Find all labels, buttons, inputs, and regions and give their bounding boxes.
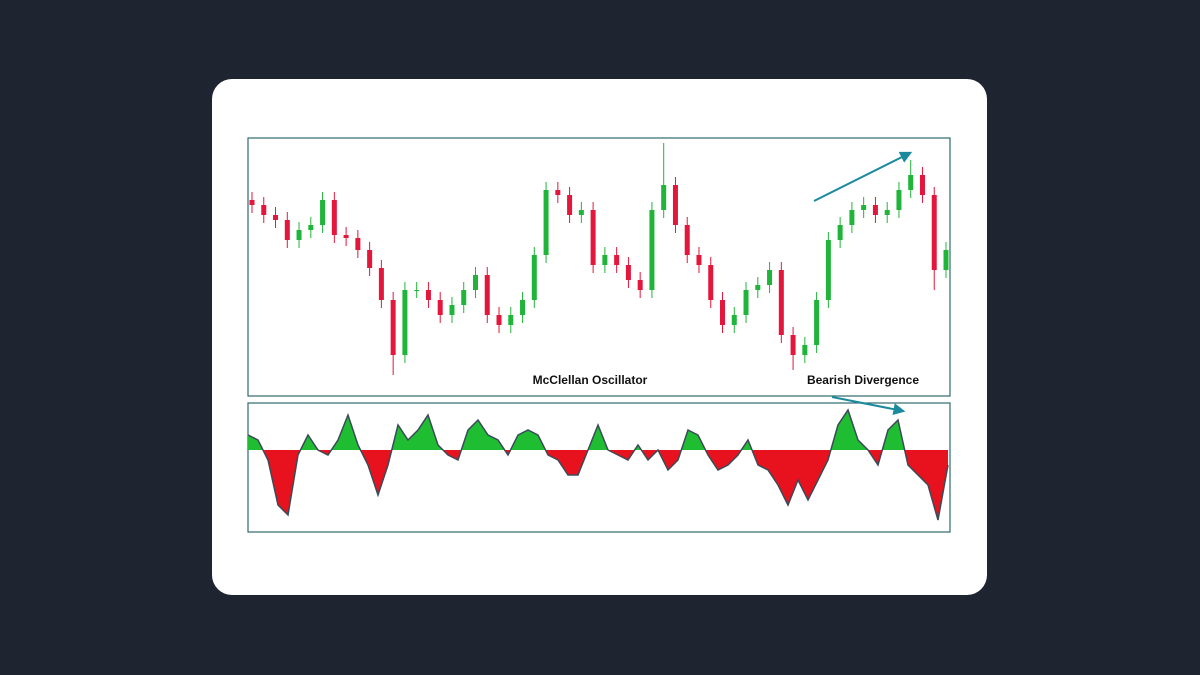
- candle-body: [590, 210, 596, 265]
- candle-body: [849, 210, 855, 225]
- candle-body: [908, 175, 914, 190]
- candles: [249, 143, 949, 375]
- candle-body: [884, 210, 890, 215]
- candle-body: [261, 205, 267, 215]
- candle-body: [649, 210, 655, 290]
- candle-body: [461, 290, 467, 305]
- candle-body: [755, 285, 761, 290]
- candle-body: [825, 240, 831, 300]
- annotation: Bearish Divergence: [807, 373, 919, 387]
- candle-body: [425, 290, 431, 300]
- candle-body: [296, 230, 302, 240]
- candle-body: [273, 215, 279, 220]
- candle-body: [414, 290, 420, 291]
- candle-body: [731, 315, 737, 325]
- candle-body: [672, 185, 678, 225]
- candle-body: [896, 190, 902, 210]
- candle-body: [684, 225, 690, 255]
- candle-body: [872, 205, 878, 215]
- oscillator-title: McClellan Oscillator: [533, 373, 648, 387]
- candle-body: [919, 175, 925, 195]
- candle-body: [249, 200, 255, 205]
- price-frame: [247, 137, 951, 397]
- candle-body: [437, 300, 443, 315]
- candle-body: [484, 275, 490, 315]
- negative-area: [248, 450, 948, 520]
- candle-body: [943, 250, 949, 270]
- candle-body: [696, 255, 702, 265]
- candle-body: [861, 205, 867, 210]
- candle-body: [496, 315, 502, 325]
- candle-body: [555, 190, 561, 195]
- candle-body: [578, 210, 584, 215]
- candle-body: [343, 235, 349, 238]
- candle-body: [543, 190, 549, 255]
- candle-body: [637, 280, 643, 290]
- oscillator: [247, 408, 949, 521]
- candle-body: [625, 265, 631, 280]
- candle-body: [531, 255, 537, 300]
- candle-body: [472, 275, 478, 290]
- candle-body: [720, 300, 726, 325]
- candle-body: [931, 195, 937, 270]
- arrow: [813, 151, 913, 202]
- positive-area: [248, 410, 948, 450]
- candle-body: [378, 268, 384, 300]
- oscillator-line: [247, 408, 949, 521]
- candle-body: [802, 345, 808, 355]
- candle-body: [602, 255, 608, 265]
- candle-body: [308, 225, 314, 230]
- candle-body: [614, 255, 620, 265]
- candle-body: [708, 265, 714, 300]
- candle-body: [355, 238, 361, 250]
- candle-body: [331, 200, 337, 235]
- candle-body: [284, 220, 290, 240]
- arrow: [831, 396, 906, 416]
- candle-body: [661, 185, 667, 210]
- candle-body: [508, 315, 514, 325]
- candle-body: [567, 195, 573, 215]
- candle-body: [778, 270, 784, 335]
- oscillator-frame: [247, 402, 951, 533]
- candle-body: [520, 300, 526, 315]
- candle-body: [743, 290, 749, 315]
- candle-body: [320, 200, 326, 225]
- candle-body: [449, 305, 455, 315]
- candle-body: [390, 300, 396, 355]
- candle-body: [367, 250, 373, 268]
- candle-body: [767, 270, 773, 285]
- card: [212, 79, 987, 595]
- candle-body: [402, 290, 408, 355]
- candle-body: [790, 335, 796, 355]
- candle-body: [837, 225, 843, 240]
- candle-body: [814, 300, 820, 345]
